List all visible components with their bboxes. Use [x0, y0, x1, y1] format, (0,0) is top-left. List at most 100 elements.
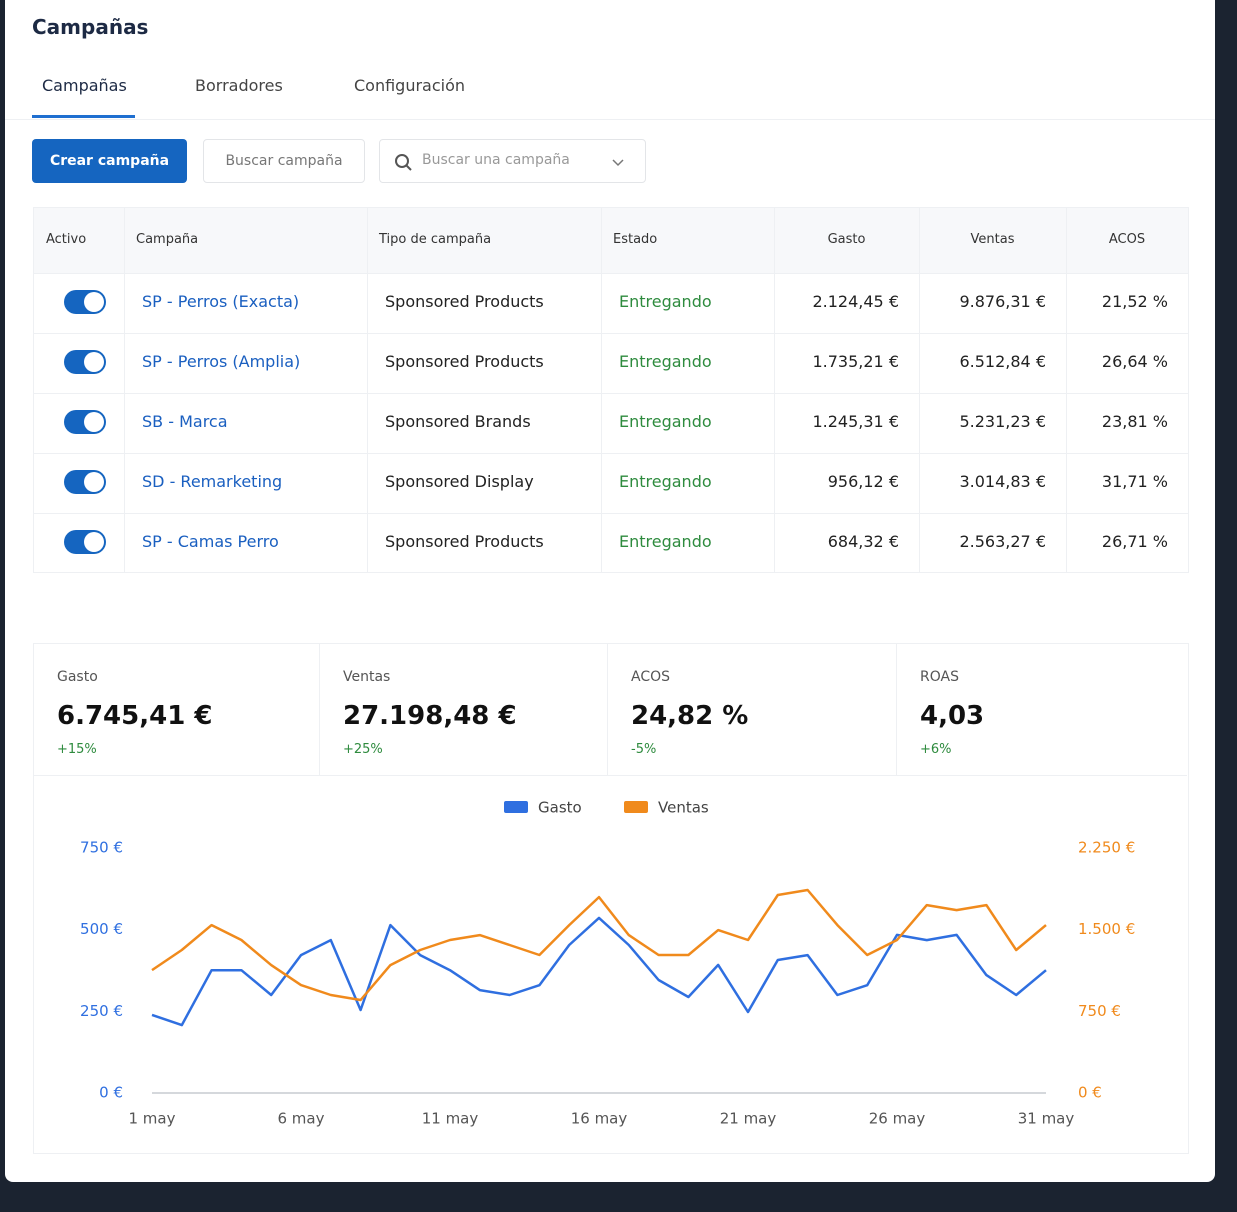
- cell: 5.231,23 €: [959, 412, 1046, 431]
- kpi-card: [33, 643, 1189, 1154]
- row-divider: [34, 273, 1188, 274]
- campaign-link[interactable]: SD - Remarketing: [142, 472, 283, 491]
- kpi-value: 24,82 %: [631, 701, 749, 731]
- y2-tick-label: 0 €: [1078, 1084, 1102, 1102]
- cell: 1.245,31 €: [812, 412, 899, 431]
- legend-swatch: [624, 801, 648, 813]
- column-header: Ventas: [970, 232, 1015, 247]
- column-header: Tipo de campaña: [379, 232, 492, 247]
- kpi-divider: [896, 643, 897, 775]
- cell: Entregando: [619, 352, 712, 371]
- column-divider: [1066, 208, 1067, 572]
- column-divider: [124, 208, 125, 572]
- campaign-link[interactable]: SP - Perros (Exacta): [142, 292, 300, 311]
- cell: 6.512,84 €: [959, 352, 1046, 371]
- campaign-link[interactable]: SP - Camas Perro: [142, 532, 279, 551]
- table-header-bg: [34, 208, 1188, 273]
- column-header: Estado: [613, 232, 658, 247]
- line-series: [151, 916, 1047, 1027]
- tab[interactable]: Campañas: [42, 76, 127, 95]
- toggle-knob: [84, 472, 104, 492]
- cell: 26,64 %: [1101, 352, 1168, 371]
- toggle-knob: [84, 352, 104, 372]
- kpi-value: 27.198,48 €: [343, 701, 517, 731]
- kpi-change: +6%: [920, 742, 952, 757]
- search-placeholder: Buscar una campaña: [422, 152, 570, 168]
- page-title: Campañas: [32, 15, 149, 39]
- cell: 31,71 %: [1101, 472, 1168, 491]
- tab-underline: [32, 115, 135, 118]
- kpi-value: 4,03: [920, 701, 985, 731]
- column-divider: [367, 208, 368, 572]
- tab[interactable]: Borradores: [195, 76, 283, 95]
- cell: Entregando: [619, 412, 712, 431]
- cell: 3.014,83 €: [959, 472, 1046, 491]
- y2-tick-label: 2.250 €: [1078, 839, 1135, 857]
- row-divider: [34, 513, 1188, 514]
- toggle-knob: [84, 412, 104, 432]
- x-tick-label: 31 may: [1018, 1110, 1075, 1128]
- toggle[interactable]: [64, 350, 106, 374]
- line-series: [151, 888, 1047, 1002]
- x-tick-label: 21 may: [720, 1110, 777, 1128]
- row-divider: [34, 453, 1188, 454]
- toggle[interactable]: [64, 530, 106, 554]
- kpi-change: +15%: [57, 742, 97, 757]
- toggle-knob: [84, 532, 104, 552]
- legend-swatch: [504, 801, 528, 813]
- kpi-label: Gasto: [57, 669, 98, 685]
- kpi-label: ACOS: [631, 669, 671, 685]
- toggle[interactable]: [64, 410, 106, 434]
- toggle[interactable]: [64, 290, 106, 314]
- cell: 9.876,31 €: [959, 292, 1046, 311]
- search-input[interactable]: Buscar una campaña: [379, 139, 646, 183]
- kpi-value: 6.745,41 €: [57, 701, 213, 731]
- y-tick-label: 500 €: [80, 920, 123, 938]
- x-tick-label: 6 may: [278, 1110, 325, 1128]
- x-tick-label: 11 may: [422, 1110, 479, 1128]
- cell: Sponsored Display: [385, 472, 534, 491]
- column-header: Activo: [46, 232, 87, 247]
- legend-label: Gasto: [538, 799, 582, 817]
- cell: 2.563,27 €: [959, 532, 1046, 551]
- create-button[interactable]: Crear campaña: [32, 139, 187, 183]
- row-divider: [34, 393, 1188, 394]
- campaign-link[interactable]: SP - Perros (Amplia): [142, 352, 301, 371]
- kpi-label: Ventas: [343, 669, 391, 685]
- x-tick-label: 16 may: [571, 1110, 628, 1128]
- toggle[interactable]: [64, 470, 106, 494]
- cell: 2.124,45 €: [812, 292, 899, 311]
- kpi-change: -5%: [631, 742, 657, 757]
- y2-tick-label: 750 €: [1078, 1002, 1121, 1020]
- y-tick-label: 750 €: [80, 839, 123, 857]
- cell: 684,32 €: [827, 532, 899, 551]
- campaign-link[interactable]: SB - Marca: [142, 412, 228, 431]
- cell: Entregando: [619, 292, 712, 311]
- column-divider: [774, 208, 775, 572]
- cell: 23,81 %: [1101, 412, 1168, 431]
- tab[interactable]: Configuración: [354, 76, 466, 95]
- column-divider: [919, 208, 920, 572]
- filter-input[interactable]: Buscar campaña: [203, 139, 365, 183]
- cell: Entregando: [619, 532, 712, 551]
- kpi-divider: [319, 643, 320, 775]
- chart: 0 € 250 € 500 € 750 € 0 € 750 € 1.500 € 2.250 €…: [80, 799, 1135, 1128]
- kpi-bottom: [33, 775, 1187, 776]
- column-divider: [601, 208, 602, 572]
- column-header: Campaña: [136, 232, 199, 247]
- y-tick-label: 0 €: [99, 1084, 123, 1102]
- cell: Sponsored Products: [385, 352, 544, 371]
- table: Activo Campaña Tipo de campaña Estado Gasto V…: [33, 207, 1189, 573]
- y-tick-label: 250 €: [80, 1002, 123, 1020]
- row-divider: [34, 333, 1188, 334]
- panel: [5, 0, 1215, 1182]
- x-tick-label: 26 may: [869, 1110, 926, 1128]
- toggle-knob: [84, 292, 104, 312]
- column-header: Gasto: [827, 232, 866, 247]
- cell: 1.735,21 €: [812, 352, 899, 371]
- cell: Sponsored Brands: [385, 412, 531, 431]
- cell: 956,12 €: [827, 472, 899, 491]
- cell: Entregando: [619, 472, 712, 491]
